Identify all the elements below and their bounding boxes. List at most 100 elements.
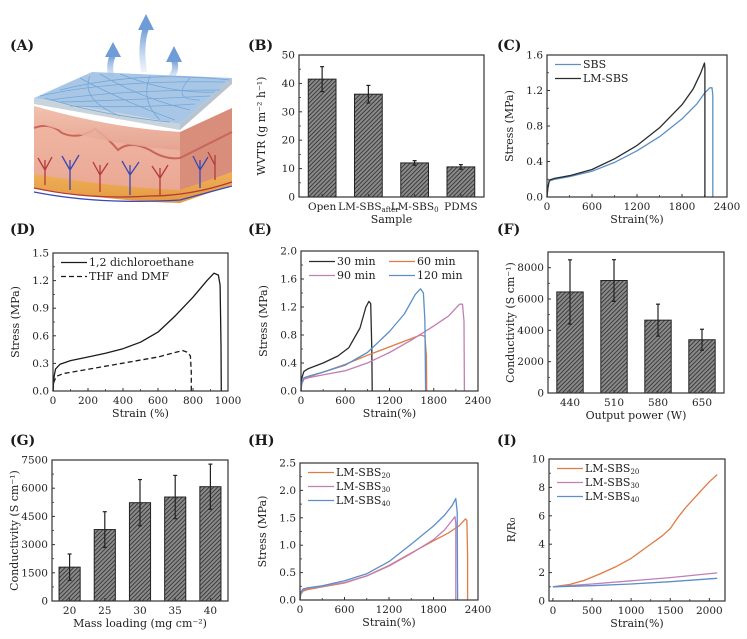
series-line bbox=[300, 303, 466, 392]
y-tick-label: 1.5 bbox=[32, 248, 49, 260]
x-tick-label: 1800 bbox=[420, 395, 447, 407]
x-tick-label: 580 bbox=[648, 397, 668, 409]
y-tick-label: 0 bbox=[288, 192, 295, 204]
legend-label: LM-SBS40 bbox=[336, 494, 390, 508]
plot-frame bbox=[547, 251, 725, 394]
x-tick-label: 1000 bbox=[618, 605, 645, 617]
x-tick-label: 200 bbox=[78, 395, 98, 407]
x-tick-label: 600 bbox=[335, 395, 355, 407]
y-axis-label: Stress (MPa) bbox=[9, 286, 22, 358]
x-tick-label: 1000 bbox=[215, 395, 242, 407]
series-line bbox=[299, 516, 457, 601]
y-tick-label: 2.0 bbox=[280, 246, 297, 258]
y-tick-label: 6000 bbox=[517, 294, 544, 306]
legend-label: LM-SBS bbox=[583, 72, 628, 85]
x-tick-label: 510 bbox=[604, 397, 624, 409]
y-tick-label: 1.2 bbox=[526, 85, 543, 97]
legend-label: 30 min bbox=[337, 255, 376, 268]
panel-label-e: (E) bbox=[248, 222, 272, 238]
y-tick-label: 0.4 bbox=[280, 358, 297, 370]
plot-frame bbox=[548, 458, 726, 602]
bar bbox=[354, 93, 383, 198]
x-tick-label: Open bbox=[308, 201, 337, 213]
y-tick-label: 0.8 bbox=[280, 330, 297, 342]
series-line bbox=[52, 349, 192, 392]
x-tick-label: 1200 bbox=[376, 395, 403, 407]
legend-label: LM-SBS20 bbox=[585, 462, 639, 476]
legend-label: 120 min bbox=[417, 269, 463, 282]
fiber-strands bbox=[39, 73, 231, 123]
chart-f-conductivity-power: 0 2000 4000 6000 8000 440 510 580 650 Output powe… bbox=[504, 251, 725, 422]
x-tick-label: 440 bbox=[560, 397, 580, 409]
y-tick-label: 8000 bbox=[517, 262, 544, 274]
y-tick-label: 6000 bbox=[21, 483, 48, 495]
y-tick-label: 4000 bbox=[517, 325, 544, 337]
y-axis-label: Stress (MPa) bbox=[257, 285, 270, 357]
x-tick-label-main: PDMS bbox=[444, 201, 477, 213]
legend-label-main: LM-SBS bbox=[585, 476, 630, 489]
legend-label-main: LM-SBS bbox=[585, 462, 630, 475]
x-tick-label: 650 bbox=[692, 397, 712, 409]
panel-label-a: (A) bbox=[10, 38, 34, 54]
bar bbox=[446, 166, 476, 198]
legend-label: 90 min bbox=[337, 269, 376, 282]
y-tick-label: 50 bbox=[282, 50, 295, 62]
legend-label-sub: 30 bbox=[381, 486, 390, 494]
x-tick-label: 2400 bbox=[465, 395, 492, 407]
y-tick-label: 2 bbox=[538, 567, 545, 579]
x-axis-label: Strain(%) bbox=[362, 616, 415, 629]
y-tick-label: 3000 bbox=[21, 539, 48, 551]
y-axis-label: Conductivity (S cm⁻¹) bbox=[504, 262, 517, 383]
y-tick-label: 0.3 bbox=[32, 358, 49, 370]
legend-label-sub: 40 bbox=[381, 500, 390, 508]
x-axis-label: Strain (%) bbox=[112, 407, 169, 420]
series-line bbox=[300, 288, 427, 392]
y-tick-label: 1.2 bbox=[32, 275, 49, 287]
legend-label: LM-SBS20 bbox=[336, 466, 390, 480]
plot-frame bbox=[300, 250, 479, 392]
x-tick-label: 0 bbox=[544, 201, 551, 213]
panel-label-g: (G) bbox=[10, 433, 35, 449]
series-line bbox=[552, 577, 718, 588]
legend-label-main: LM-SBS bbox=[336, 494, 381, 507]
vein-vessels bbox=[33, 154, 233, 203]
x-tick-label: 2400 bbox=[714, 201, 741, 213]
x-tick-label: 600 bbox=[148, 395, 168, 407]
y-tick-label: 0.8 bbox=[526, 121, 543, 133]
panel-label-f: (F) bbox=[497, 222, 520, 238]
series-line bbox=[300, 300, 373, 392]
x-axis-label: Strain(%) bbox=[363, 407, 416, 420]
x-tick-label: 0 bbox=[50, 395, 57, 407]
skin-illustration bbox=[33, 14, 233, 203]
chart-c-stress-strain-sbs: 0.0 0.4 0.8 1.2 1.6 0 600 1200 1800 2400 SBSLM-SBS… bbox=[503, 50, 740, 227]
y-tick-label: 0.0 bbox=[279, 595, 296, 607]
x-tick-label: 1800 bbox=[669, 201, 696, 213]
x-tick-label: 1500 bbox=[657, 605, 684, 617]
y-tick-label: 20 bbox=[282, 135, 295, 147]
legend-label-sub: 20 bbox=[381, 472, 390, 480]
y-tick-label: 8 bbox=[538, 482, 545, 494]
y-tick-label: 2000 bbox=[517, 356, 544, 368]
y-tick-label: 30 bbox=[282, 106, 295, 118]
legend-label: 1,2 dichloroethane bbox=[89, 256, 194, 269]
legend-label: LM-SBS40 bbox=[585, 490, 639, 504]
x-tick-label: LM-SBS0 bbox=[391, 201, 439, 214]
x-axis-label: Strain(%) bbox=[610, 617, 663, 630]
panel-label-d: (D) bbox=[10, 222, 35, 238]
plot-frame bbox=[52, 252, 229, 392]
y-tick-label: 1500 bbox=[21, 567, 48, 579]
y-tick-label: 0 bbox=[41, 596, 48, 608]
bar bbox=[400, 162, 429, 198]
y-tick-label: 1.5 bbox=[279, 512, 296, 524]
y-axis-label: R/R₀ bbox=[505, 517, 518, 542]
plot-frame bbox=[299, 462, 479, 601]
x-tick-label: 500 bbox=[582, 605, 602, 617]
chart-d-stress-strain-solvent: 0.0 0.3 0.6 0.9 1.2 1.5 0 200 400 600 800 1000 1,2 d… bbox=[9, 248, 241, 421]
x-tick-label: 40 bbox=[204, 605, 217, 617]
series-line bbox=[546, 62, 706, 198]
y-tick-label: 0.4 bbox=[526, 156, 543, 168]
x-tick-label: 0 bbox=[297, 604, 304, 616]
x-tick-label: 25 bbox=[98, 605, 111, 617]
y-axis-label: Stress (MPa) bbox=[503, 90, 516, 162]
